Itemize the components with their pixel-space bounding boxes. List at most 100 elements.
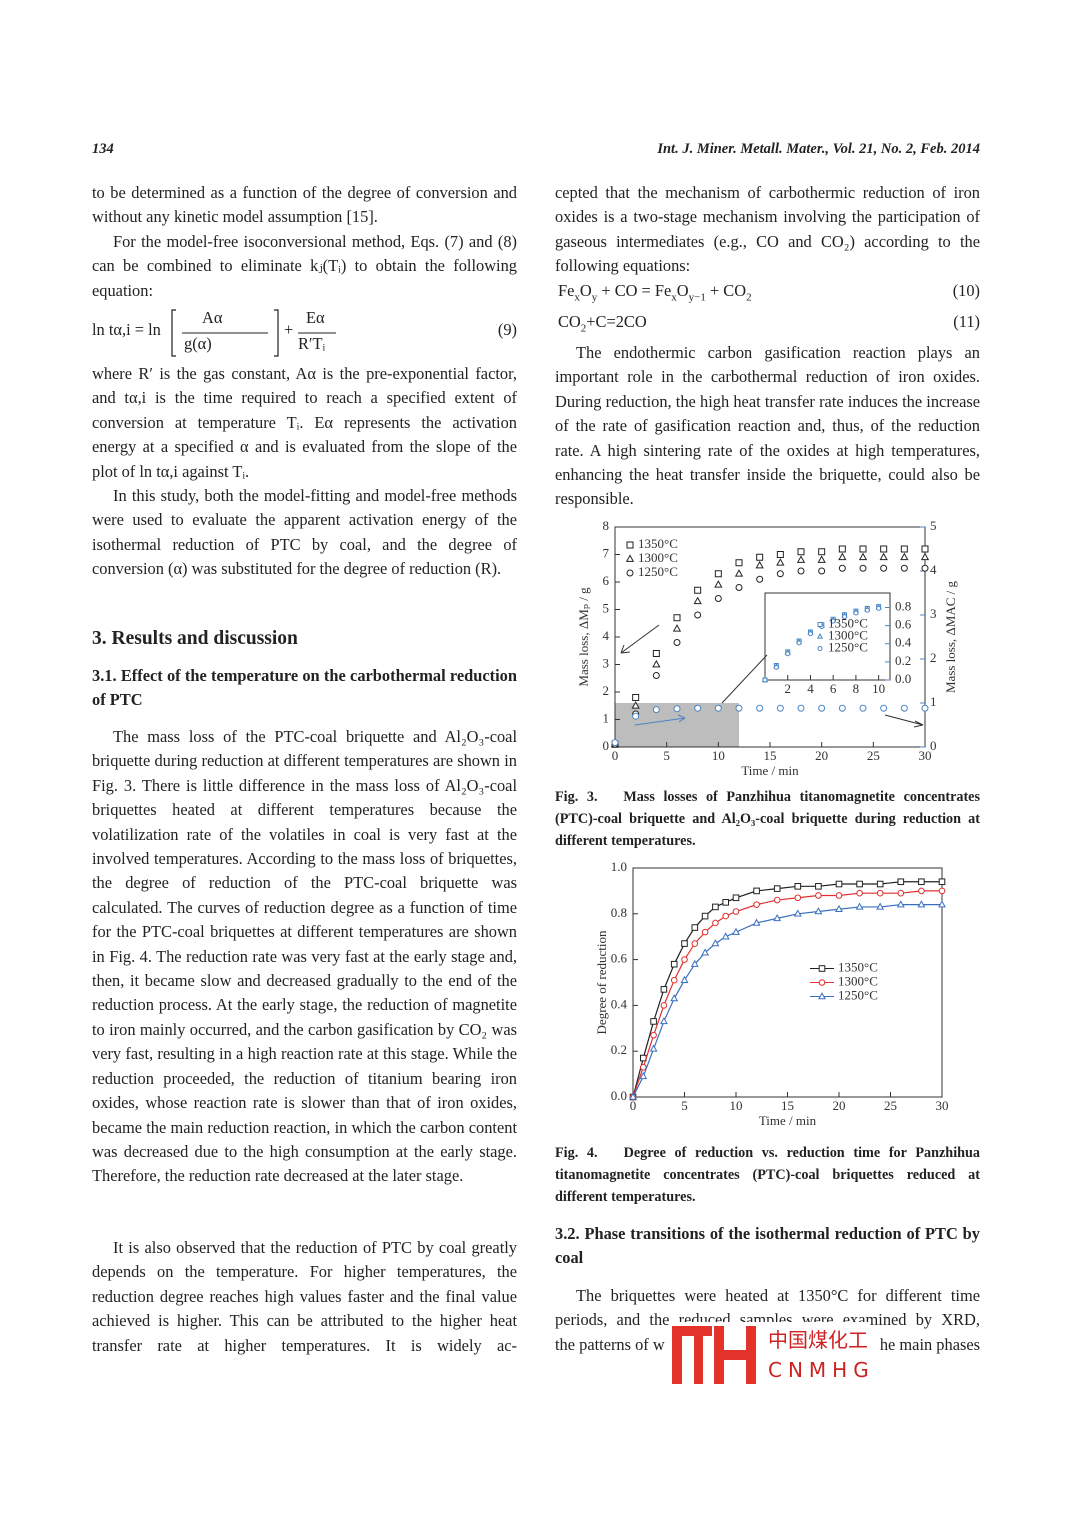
- caption-text: Degree of reduction vs. reduction time f…: [555, 1145, 981, 1205]
- eq-number: (10): [952, 281, 980, 300]
- marker: [918, 878, 925, 886]
- paragraph: cepted that the mechanism of carbothermi…: [555, 183, 980, 276]
- y-tick-label: 0.2: [611, 1042, 627, 1057]
- y2-tick-label: 2: [930, 650, 937, 665]
- eq-segment: y−1: [688, 291, 706, 304]
- marker: [859, 704, 867, 712]
- marker: [694, 611, 702, 619]
- marker: [856, 889, 863, 897]
- marker: [900, 552, 909, 561]
- marker: [711, 939, 720, 947]
- marker: [672, 624, 682, 632]
- eq-lhs: ln tα,i = ln: [92, 320, 161, 339]
- marker: [694, 586, 702, 594]
- y2-tick-label: 0.8: [895, 598, 911, 613]
- legend-label: 1250°C: [828, 639, 868, 654]
- marker: [876, 889, 884, 897]
- y-tick-label: 0: [603, 738, 610, 753]
- marker: [714, 704, 722, 712]
- marker: [876, 605, 882, 611]
- legend-label: 1300°C: [838, 973, 878, 988]
- y2-tick-label: 3: [930, 606, 937, 621]
- marker: [796, 640, 802, 646]
- x-tick-label: 20: [833, 1098, 846, 1113]
- paragraph: to be determined as a function of the de…: [92, 183, 517, 227]
- y2-tick-label: 0.0: [895, 671, 911, 686]
- marker: [815, 883, 822, 890]
- y-tick-label: 6: [603, 573, 610, 588]
- marker: [856, 880, 863, 888]
- x-tick-label: 6: [830, 681, 837, 696]
- marker: [776, 551, 784, 558]
- marker: [714, 595, 722, 602]
- paragraph: For the model-free isoconversional metho…: [92, 232, 517, 300]
- y2-tick-label: 0.2: [895, 653, 911, 668]
- marker: [650, 1031, 657, 1039]
- eq-segment: x: [671, 291, 677, 304]
- eq-segment: 2: [580, 322, 587, 335]
- marker: [835, 880, 843, 888]
- x-tick-label: 0: [630, 1098, 637, 1113]
- section-heading: 3. Results and discussion: [92, 628, 298, 649]
- eq-segment: x: [574, 291, 580, 304]
- series-line: [632, 890, 942, 1098]
- marker: [756, 575, 764, 583]
- marker: [755, 560, 764, 569]
- y-tick-label: 0.0: [611, 1088, 627, 1103]
- legend-marker: [626, 569, 634, 577]
- marker: [691, 940, 699, 947]
- paragraph: The mass loss of the PTC-coal briquette …: [92, 727, 517, 1186]
- marker: [815, 892, 822, 899]
- eq-segment: +C=2CO: [586, 312, 647, 331]
- fraction-bar: [298, 332, 336, 334]
- marker: [670, 994, 679, 1002]
- marker: [659, 1017, 668, 1025]
- marker: [693, 596, 702, 605]
- legend-label: 1350°C: [838, 959, 878, 974]
- eq-segment: + CO = Fe: [597, 281, 672, 300]
- plot-frame: [764, 592, 891, 681]
- x-tick-label: 5: [663, 748, 670, 763]
- marker: [722, 899, 729, 906]
- marker: [880, 704, 888, 712]
- watermark-title: 中国煤化工: [768, 1328, 868, 1352]
- y2-tick-label: 1: [930, 694, 937, 709]
- x-tick-label: 15: [781, 1098, 794, 1113]
- eq-body: CO2+C=2CO: [558, 312, 647, 335]
- marker: [712, 903, 719, 911]
- marker: [897, 889, 905, 897]
- caption-text: Mass losses of Panzhihua titanomagnetite…: [555, 789, 981, 849]
- eq-denominator: g(α): [184, 334, 212, 353]
- marker: [652, 659, 661, 668]
- marker: [691, 924, 699, 931]
- eq-segment: Fe: [558, 281, 575, 300]
- marker: [896, 900, 905, 908]
- marker: [773, 885, 781, 892]
- marker: [660, 986, 668, 993]
- y-tick-label: 8: [603, 518, 610, 533]
- marker: [660, 1002, 668, 1009]
- marker: [681, 956, 688, 963]
- marker: [921, 704, 929, 712]
- paragraph-fragment: he main phases: [879, 1335, 980, 1354]
- marker: [756, 553, 764, 561]
- x-tick-label: 15: [764, 748, 777, 763]
- marker: [673, 639, 681, 646]
- y-tick-label: 1: [603, 710, 610, 725]
- journal-header: Int. J. Miner. Metall. Mater., Vol. 21, …: [657, 141, 980, 157]
- legend-marker: [816, 633, 824, 639]
- y-tick-label: 0.8: [611, 905, 627, 920]
- marker: [649, 1044, 658, 1052]
- marker: [632, 694, 640, 701]
- legend-label: 1250°C: [838, 987, 878, 1002]
- marker: [701, 928, 709, 936]
- marker: [673, 705, 681, 713]
- marker: [773, 896, 781, 904]
- y-tick-label: 1.0: [611, 859, 627, 874]
- marker: [853, 610, 859, 616]
- marker: [938, 878, 946, 886]
- marker: [753, 901, 760, 908]
- marker: [773, 664, 779, 670]
- x-axis-label: Time / min: [759, 1113, 817, 1128]
- legend-marker: [818, 979, 826, 986]
